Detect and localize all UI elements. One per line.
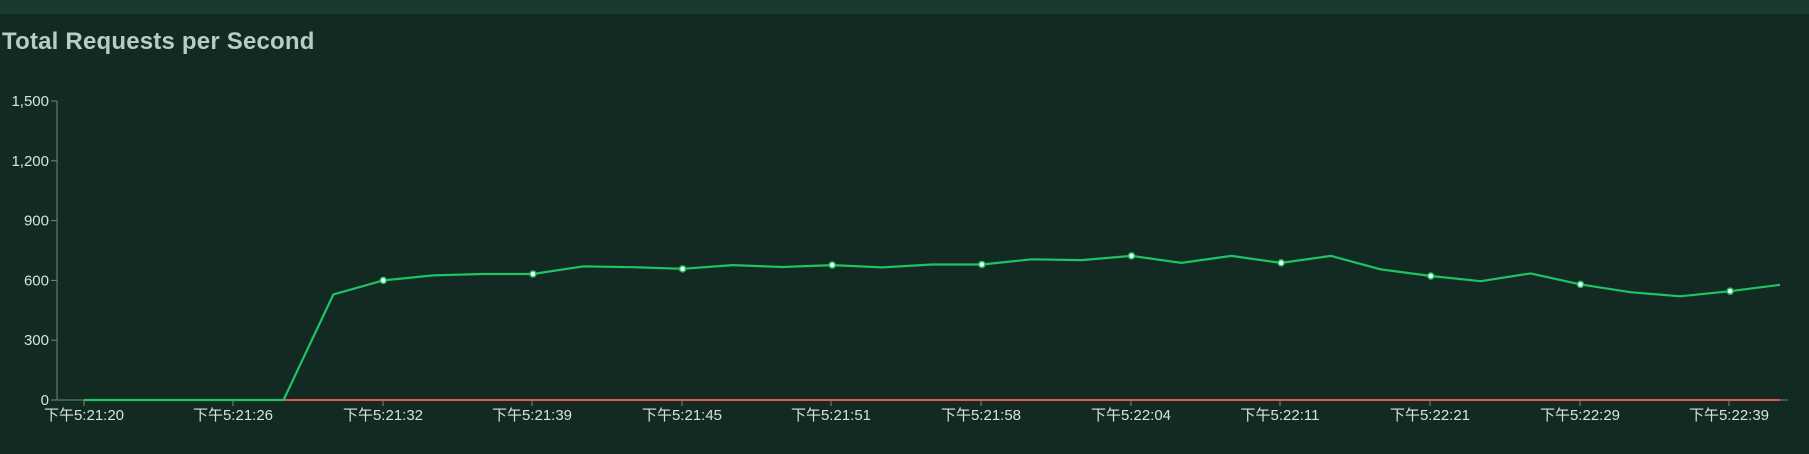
x-tick-label: 下午5:21:58 — [941, 407, 1021, 424]
y-tick-label: 0 — [41, 392, 49, 409]
y-axis: 0 300 600 900 1,200 1,500 — [11, 93, 58, 409]
series-point — [1576, 280, 1585, 289]
series-layer — [84, 252, 1781, 402]
x-tick-label: 下午5:22:39 — [1689, 407, 1769, 424]
series-point — [678, 265, 687, 273]
x-tick-label: 下午5:21:26 — [193, 407, 273, 424]
x-tick-label: 下午5:21:20 — [44, 407, 124, 424]
series-point — [529, 270, 537, 278]
series-point — [1726, 287, 1734, 295]
series-point — [1427, 272, 1435, 280]
series-point — [379, 276, 388, 285]
x-tick-label: 下午5:22:21 — [1390, 407, 1470, 424]
y-tick-label: 1,200 — [11, 153, 49, 170]
y-tick-label: 300 — [24, 332, 49, 349]
series-point — [1127, 252, 1136, 260]
x-tick-label: 下午5:22:29 — [1540, 407, 1620, 424]
y-tick-label: 1,500 — [11, 93, 49, 110]
top-strip — [0, 0, 1809, 14]
x-tick-label: 下午5:22:11 — [1241, 407, 1320, 424]
x-tick-label: 下午5:21:51 — [791, 407, 871, 424]
x-axis: 下午5:21:20 下午5:21:26 下午5:21:32 下午5:21:39 下午5:… — [44, 399, 1788, 424]
x-tick-label: 下午5:21:39 — [492, 407, 572, 424]
series-point — [828, 261, 836, 269]
y-tick-label: 600 — [24, 272, 49, 289]
x-tick-label: 下午5:21:32 — [343, 407, 423, 424]
chart-title: Total Requests per Second — [2, 28, 315, 55]
x-tick-label: 下午5:22:04 — [1091, 407, 1171, 424]
chart-panel — [0, 14, 1809, 454]
y-tick-label: 900 — [24, 213, 49, 230]
series-line-requests — [84, 254, 1781, 402]
series-point — [1277, 259, 1285, 267]
series-point — [978, 260, 986, 269]
x-tick-label: 下午5:21:45 — [642, 407, 722, 424]
